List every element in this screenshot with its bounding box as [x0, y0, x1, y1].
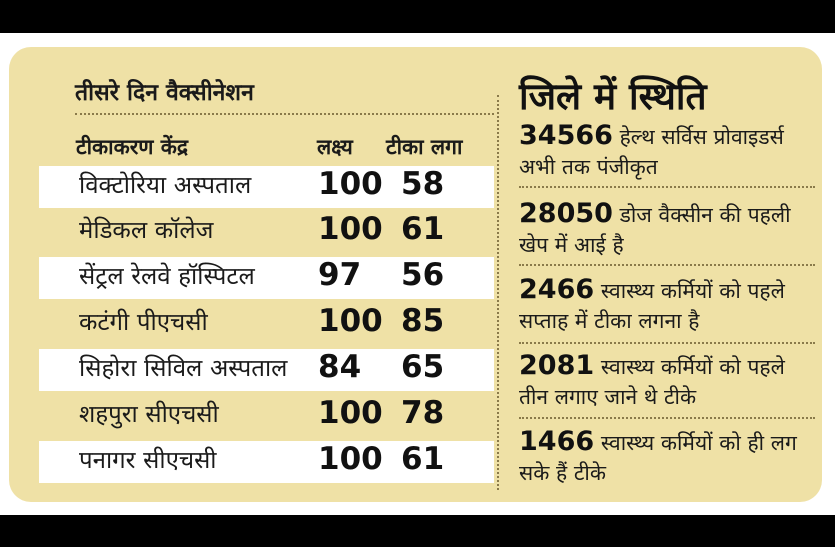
table-row: सेंट्रल रेलवे हॉस्पिटल 97 56: [39, 257, 494, 299]
table-row: विक्टोरिया अस्पताल 100 58: [39, 166, 494, 208]
center-name: शहपुरा सीएचसी: [79, 400, 219, 428]
target-value: 100: [318, 166, 383, 202]
stat-text: स्वास्थ्य कर्मियों को पहले तीन लगाए जाने…: [519, 355, 785, 409]
given-value: 65: [401, 349, 445, 385]
given-value: 85: [401, 303, 445, 339]
stat-item: 2081 स्वास्थ्य कर्मियों को पहले तीन लगाए…: [519, 351, 819, 412]
stat-text: हेल्थ सर्विस प्रोवाइडर्स अभी तक पंजीकृत: [519, 125, 784, 179]
stat-divider: [519, 417, 815, 419]
given-value: 56: [401, 257, 445, 293]
center-name: पनागर सीएचसी: [79, 446, 217, 474]
stat-divider: [519, 264, 815, 266]
stat-text: डोज वैक्सीन की पहली खेप में आई है: [519, 203, 791, 257]
stat-number: 2081: [519, 350, 595, 381]
table-row: मेडिकल कॉलेज 100 61: [39, 211, 494, 253]
header-given: टीका लगा: [386, 135, 463, 159]
vaccination-day3-title: तीसरे दिन वैक्सीनेशन: [75, 80, 254, 106]
target-value: 100: [318, 211, 383, 247]
info-card: तीसरे दिन वैक्सीनेशन टीकाकरण केंद्र लक्ष…: [9, 47, 822, 502]
given-value: 78: [401, 395, 445, 431]
stat-number: 2466: [519, 274, 595, 305]
table-row: सिहोरा सिविल अस्पताल 84 65: [39, 349, 494, 391]
target-value: 97: [318, 257, 362, 293]
center-name: कटंगी पीएचसी: [79, 308, 208, 336]
center-name: सेंट्रल रेलवे हॉस्पिटल: [79, 262, 255, 290]
table-row: पनागर सीएचसी 100 61: [39, 441, 494, 483]
target-value: 100: [318, 441, 383, 477]
stat-number: 1466: [519, 426, 595, 457]
stat-item: 34566 हेल्थ सर्विस प्रोवाइडर्स अभी तक पं…: [519, 121, 819, 182]
given-value: 58: [401, 166, 445, 202]
table-row: शहपुरा सीएचसी 100 78: [39, 395, 494, 437]
stat-divider: [519, 342, 815, 344]
stat-item: 1466 स्वास्थ्य कर्मियों को ही लग सके हैं…: [519, 427, 819, 488]
stat-text: स्वास्थ्य कर्मियों को ही लग सके हैं टीके: [519, 431, 797, 485]
panel-divider: [497, 95, 499, 490]
target-value: 100: [318, 303, 383, 339]
title-divider: [75, 113, 494, 115]
target-value: 100: [318, 395, 383, 431]
given-value: 61: [401, 211, 445, 247]
header-target: लक्ष्य: [317, 135, 353, 159]
center-name: सिहोरा सिविल अस्पताल: [79, 354, 288, 382]
target-value: 84: [318, 349, 362, 385]
stat-number: 34566: [519, 120, 613, 151]
header-center: टीकाकरण केंद्र: [76, 135, 189, 159]
page-canvas: तीसरे दिन वैक्सीनेशन टीकाकरण केंद्र लक्ष…: [0, 33, 835, 515]
table-row: कटंगी पीएचसी 100 85: [39, 303, 494, 345]
stat-divider: [519, 186, 815, 188]
stat-item: 28050 डोज वैक्सीन की पहली खेप में आई है: [519, 199, 819, 260]
district-status-title: जिले में स्थिति: [519, 75, 707, 118]
given-value: 61: [401, 441, 445, 477]
center-name: विक्टोरिया अस्पताल: [79, 171, 252, 199]
center-name: मेडिकल कॉलेज: [79, 216, 214, 244]
stat-item: 2466 स्वास्थ्य कर्मियों को पहले सप्ताह म…: [519, 275, 819, 336]
stat-text: स्वास्थ्य कर्मियों को पहले सप्ताह में टी…: [519, 279, 785, 333]
stat-number: 28050: [519, 198, 613, 229]
